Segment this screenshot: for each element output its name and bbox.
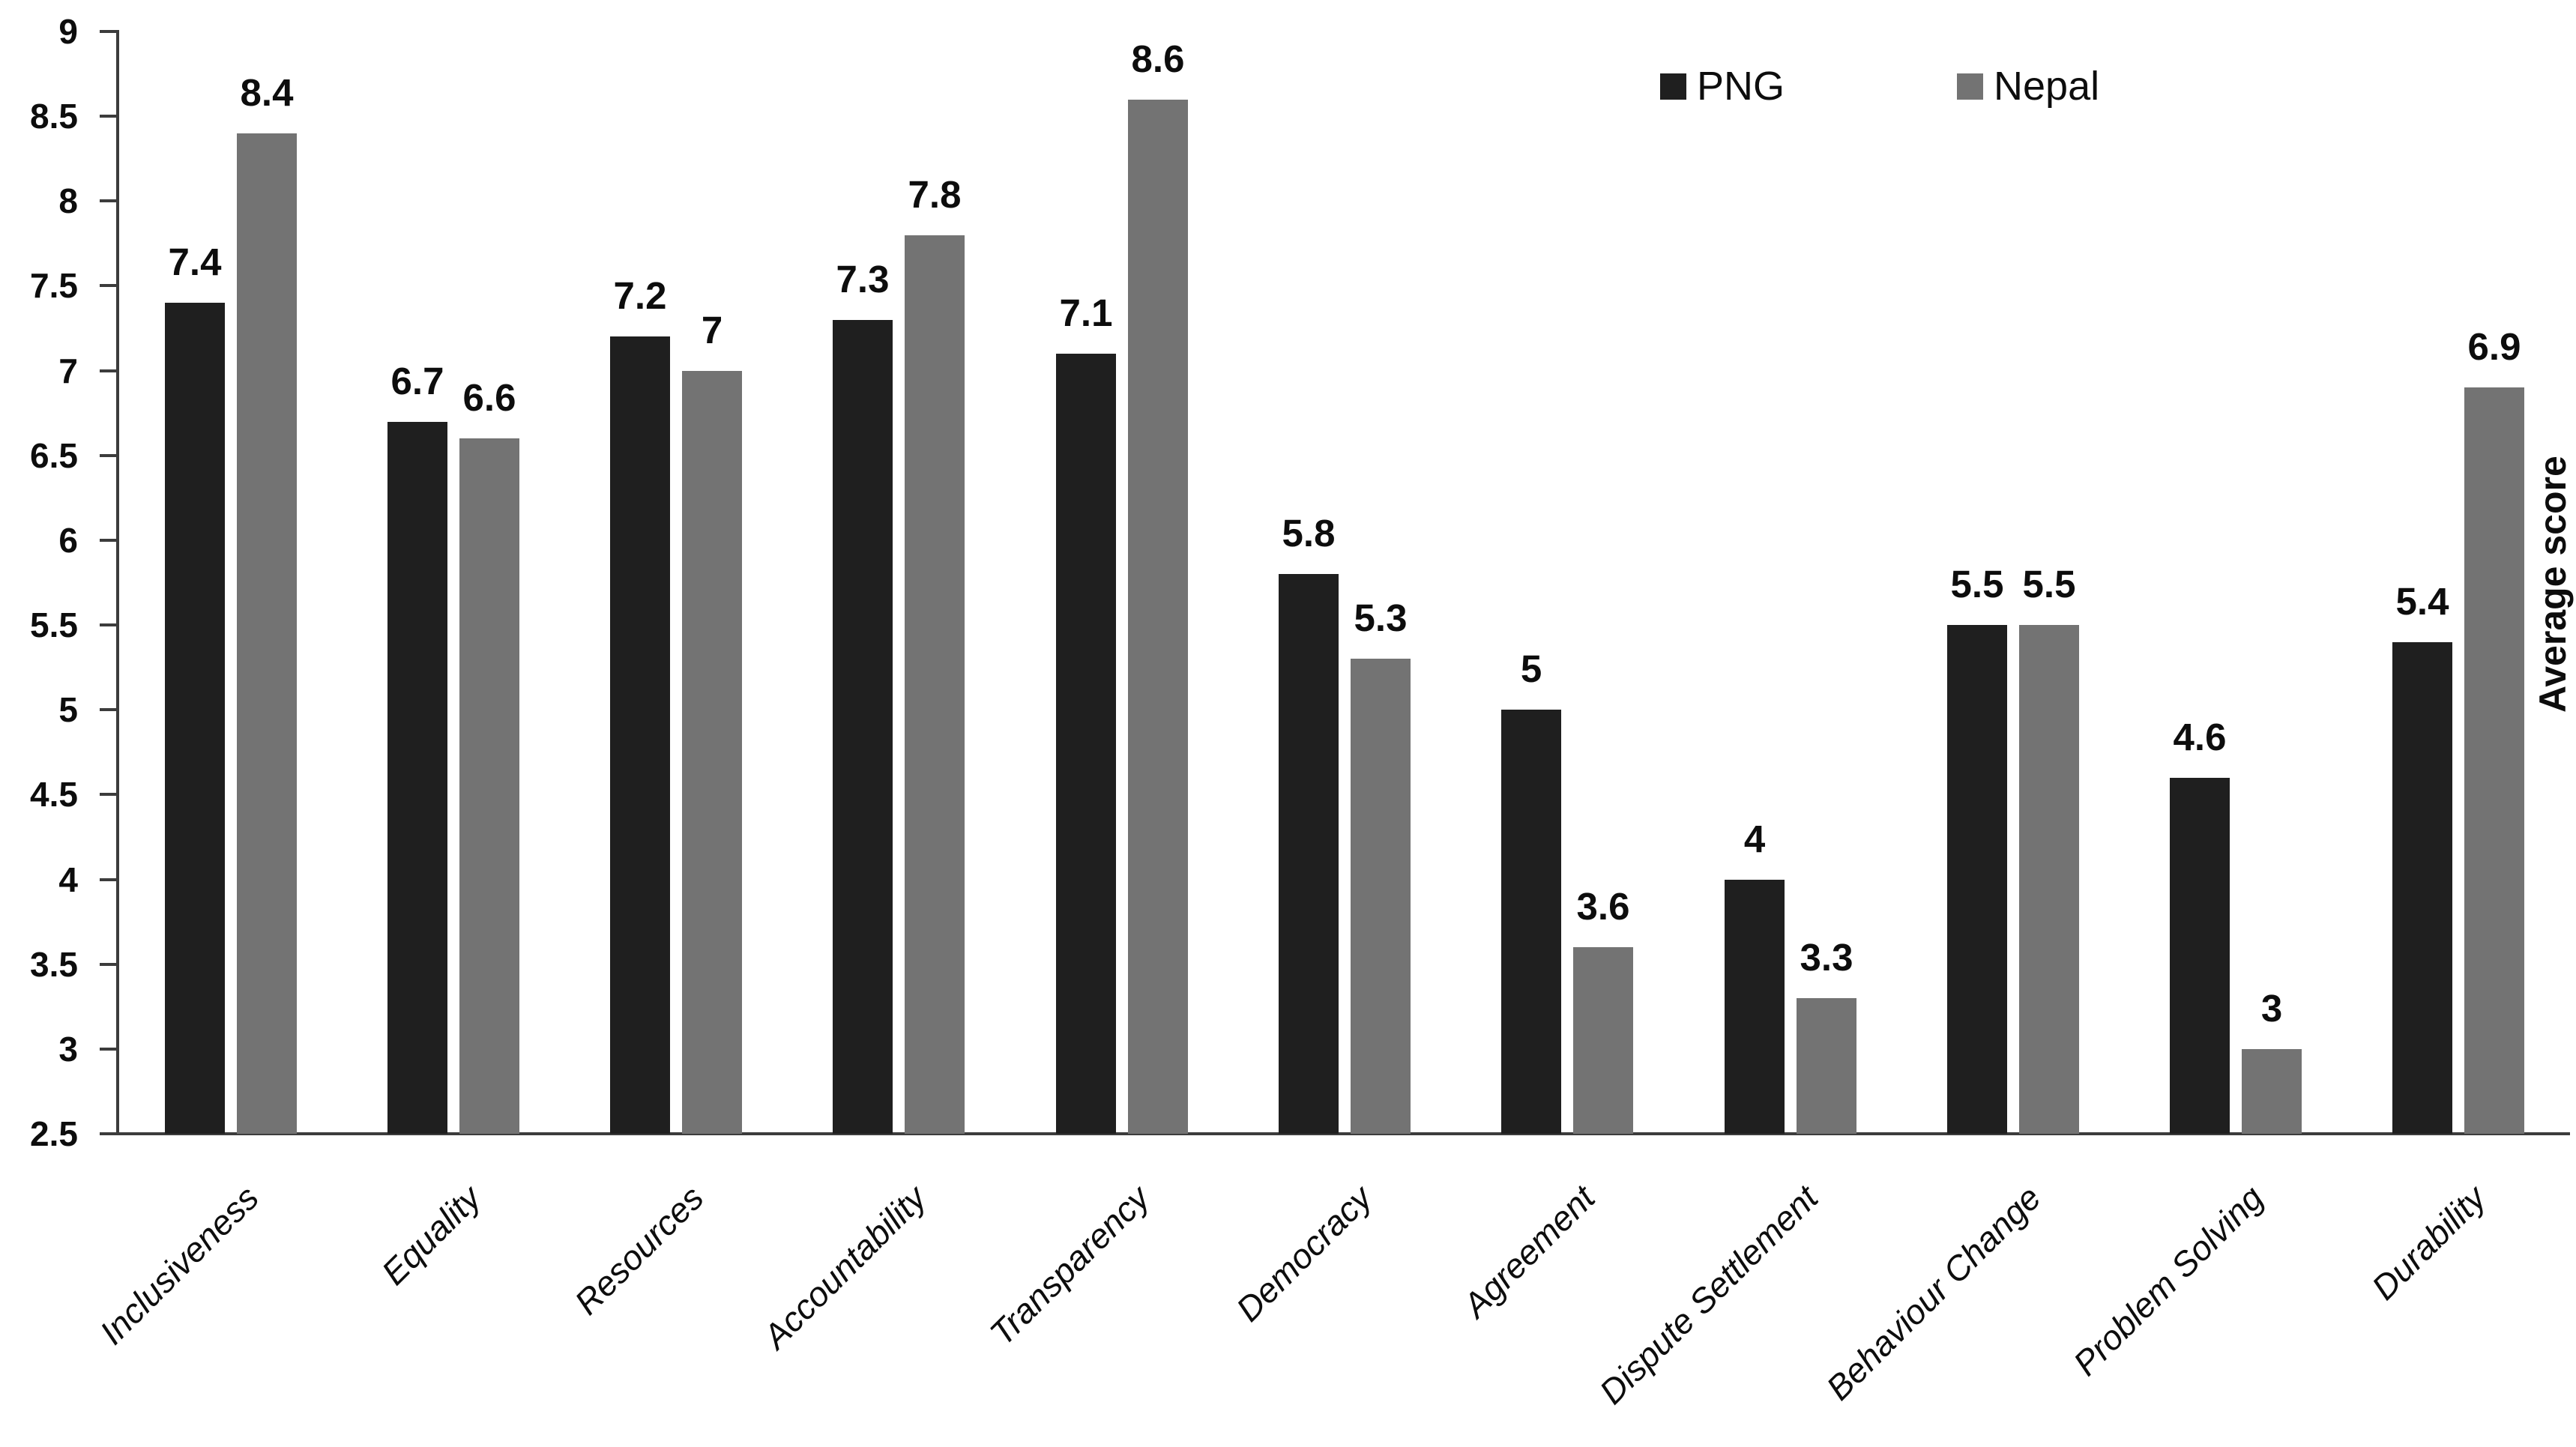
y-tick-label: 8.5 [30,97,78,136]
y-tick-mark [100,1132,116,1135]
legend-label-png: PNG [1697,64,1785,109]
x-category-label-2: Resources [567,1178,711,1323]
x-category-label-8: Behaviour Change [1818,1178,2048,1408]
bar-png-0 [165,303,225,1134]
bar-value-label: 4.6 [2173,716,2227,758]
legend-item-nepal: Nepal [1957,66,2099,106]
y-tick-mark [100,284,116,287]
x-category-label-9: Problem Solving [2066,1178,2271,1383]
y-tick-mark [100,1048,116,1051]
legend-swatch-nepal [1957,73,1984,100]
bar-png-6 [1501,710,1561,1134]
bar-value-label: 5.5 [1950,563,2004,605]
bar-value-label: 5.4 [2395,580,2449,623]
bar-value-label: 7.3 [836,258,890,300]
y-tick-mark [100,793,116,796]
y-axis-line [116,30,119,1135]
y-tick-mark [100,454,116,457]
bar-value-label: 8.4 [240,71,294,114]
x-category-label-10: Durability [2364,1178,2494,1308]
bar-png-7 [1725,880,1785,1134]
bar-value-label: 6.9 [2467,325,2521,368]
y-tick-label: 6 [58,521,78,560]
bar-value-label: 7.1 [1059,291,1113,334]
bar-nepal-10 [2464,387,2524,1134]
y-tick-label: 7 [58,351,78,390]
bar-png-8 [1947,625,2007,1134]
bar-value-label: 4 [1743,818,1766,860]
bar-nepal-5 [1351,659,1411,1134]
bar-value-label: 3.6 [1576,885,1630,928]
bar-png-5 [1279,574,1339,1134]
bar-nepal-3 [905,235,965,1134]
x-category-label-5: Democracy [1228,1178,1380,1329]
bar-value-label: 6.6 [462,376,516,419]
bar-value-label: 7 [701,309,723,351]
bar-nepal-9 [2242,1049,2302,1134]
bar-value-label: 7.4 [168,241,222,283]
y-axis-title: Average score [2532,456,2574,713]
y-tick-label: 3.5 [30,945,78,984]
bar-value-label: 3.3 [1800,936,1853,979]
bar-nepal-1 [459,438,519,1134]
y-tick-label: 4.5 [30,775,78,814]
y-tick-mark [100,30,116,33]
bar-png-4 [1056,354,1116,1134]
bar-nepal-4 [1128,100,1188,1134]
y-tick-mark [100,623,116,626]
y-tick-mark [100,369,116,372]
bar-value-label: 3 [2260,987,2283,1030]
bar-value-label: 5.8 [1282,512,1336,555]
y-tick-label: 2.5 [30,1114,78,1153]
x-category-label-7: Dispute Settlement [1592,1178,1826,1412]
bar-value-label: 8.6 [1131,37,1185,80]
bar-nepal-0 [237,133,297,1134]
bar-nepal-6 [1573,947,1633,1134]
x-axis-line [100,1132,2570,1135]
bar-png-9 [2170,778,2230,1134]
y-tick-mark [100,878,116,881]
x-category-label-4: Transparency [982,1178,1157,1353]
bar-value-label: 5.3 [1354,596,1408,639]
x-category-label-3: Accountability [755,1178,934,1356]
y-tick-label: 5 [58,690,78,729]
y-tick-label: 8 [58,181,78,220]
bar-nepal-2 [682,371,742,1134]
bar-value-label: 7.2 [613,274,667,317]
y-tick-mark [100,115,116,118]
x-category-label-0: Inclusiveness [91,1178,266,1353]
y-tick-label: 5.5 [30,605,78,644]
bar-png-2 [610,336,670,1134]
y-tick-label: 4 [58,860,78,899]
y-tick-label: 9 [58,12,78,51]
y-tick-mark [100,199,116,202]
x-category-label-6: Agreement [1455,1178,1602,1325]
bar-nepal-8 [2019,625,2079,1134]
y-tick-label: 6.5 [30,436,78,475]
bar-value-label: 5 [1520,647,1542,690]
x-category-label-1: Equality [374,1178,489,1293]
y-tick-mark [100,708,116,711]
y-tick-label: 3 [58,1030,78,1069]
bar-png-10 [2392,642,2452,1134]
y-tick-mark [100,963,116,966]
bar-value-label: 7.8 [908,173,962,216]
bar-png-3 [833,320,893,1134]
legend-label-nepal: Nepal [1994,64,2100,109]
bar-png-1 [387,422,447,1134]
legend-swatch-png [1660,73,1686,100]
bar-value-label: 6.7 [390,360,444,402]
legend-item-png: PNG [1660,66,1785,106]
bar-nepal-7 [1797,998,1856,1134]
y-tick-label: 7.5 [30,266,78,305]
y-tick-mark [100,539,116,542]
bar-value-label: 5.5 [2022,563,2076,605]
legend: PNG Nepal [1660,66,2099,106]
